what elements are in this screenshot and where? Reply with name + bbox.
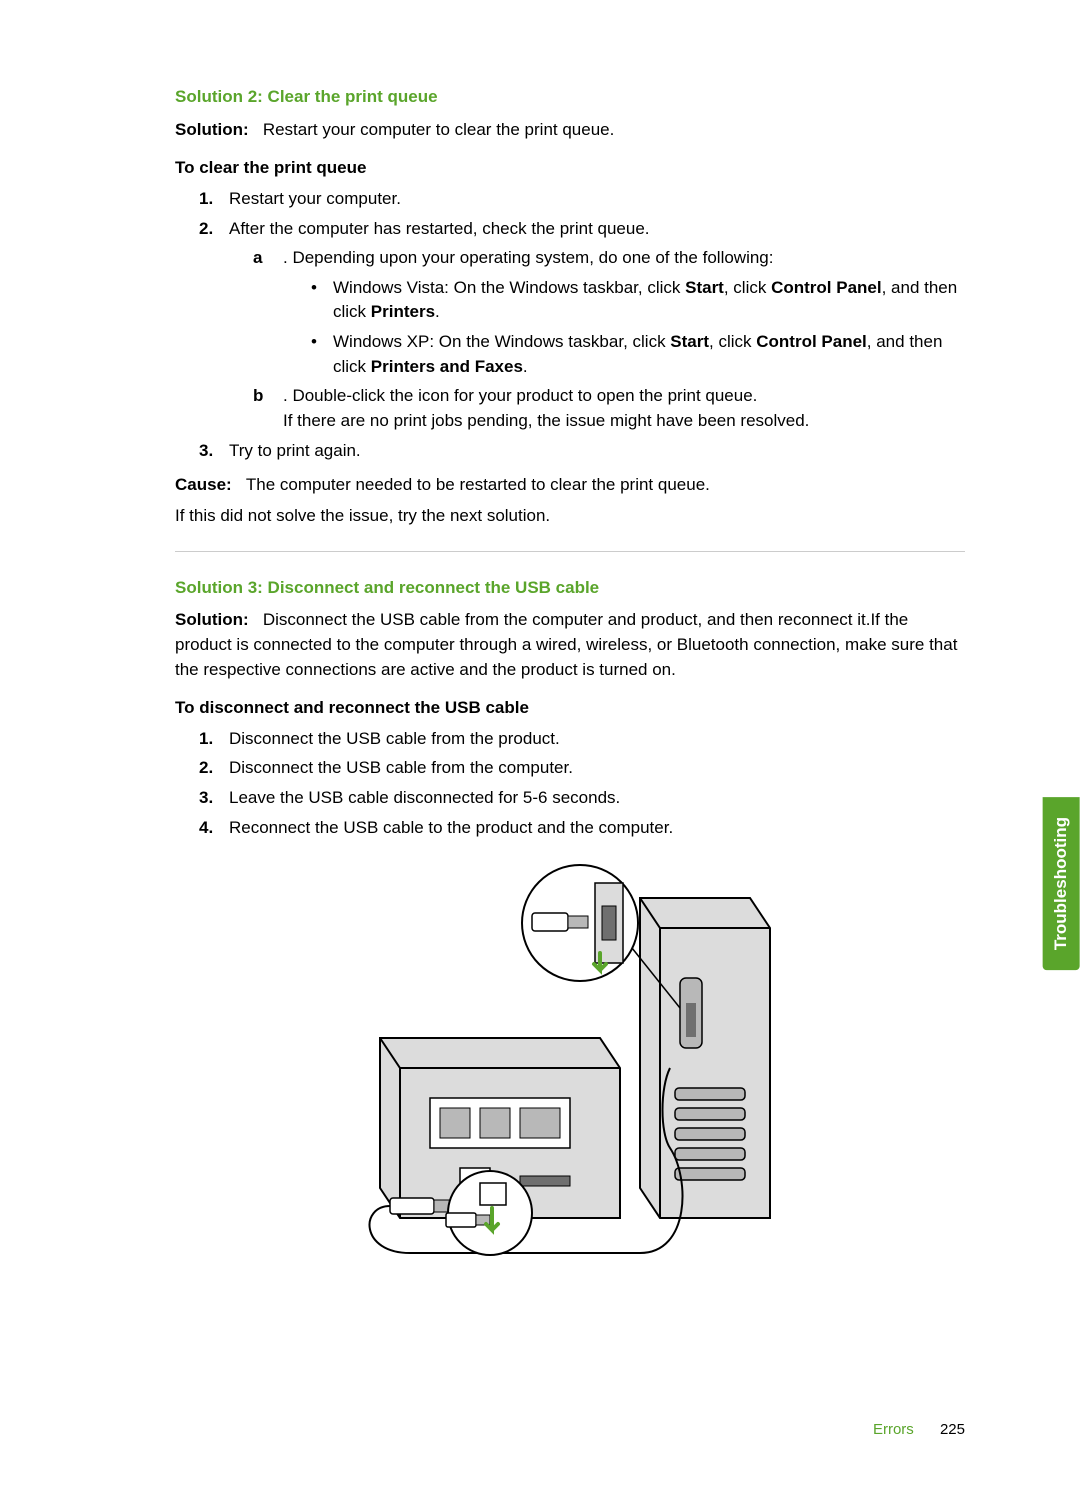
cause-line: Cause: The computer needed to be restart…: [175, 473, 965, 498]
solution3-steps: 1. Disconnect the USB cable from the prod…: [199, 727, 965, 841]
step: 3. Try to print again.: [199, 439, 965, 464]
cause-text: The computer needed to be restarted to c…: [246, 475, 710, 494]
step-marker: 2.: [199, 217, 213, 242]
step-marker: 4.: [199, 816, 213, 841]
solution3-solution-text: Disconnect the USB cable from the comput…: [175, 610, 957, 678]
usb-illustration-wrap: [175, 858, 965, 1258]
bullet-text: .: [435, 302, 440, 321]
procedure-heading: To disconnect and reconnect the USB cabl…: [175, 696, 965, 721]
substep-marker: b: [253, 384, 263, 409]
step-text: Disconnect the USB cable from the comput…: [229, 758, 573, 777]
step-marker: 1.: [199, 187, 213, 212]
usb-illustration: [350, 858, 790, 1258]
substep: a . Depending upon your operating system…: [253, 246, 965, 379]
side-tab: Troubleshooting: [1043, 797, 1080, 970]
step-marker: 3.: [199, 439, 213, 464]
bold: Start: [685, 278, 724, 297]
page-content: Solution 2: Clear the print queue Soluti…: [0, 0, 1080, 1318]
substep-text: . Double-click the icon for your product…: [283, 386, 757, 405]
not-resolved-text: If this did not solve the issue, try the…: [175, 504, 965, 529]
solution2-heading: Solution 2: Clear the print queue: [175, 85, 965, 110]
side-tab-wrap: Troubleshooting: [1043, 670, 1080, 970]
solution3-heading: Solution 3: Disconnect and reconnect the…: [175, 576, 965, 601]
footer-page-number: 225: [940, 1421, 965, 1438]
step: 2. Disconnect the USB cable from the comp…: [199, 756, 965, 781]
solution-label: Solution:: [175, 120, 249, 139]
bullet-text: .: [523, 357, 528, 376]
substep-text: If there are no print jobs pending, the …: [283, 411, 809, 430]
solution2-solution-line: Solution: Restart your computer to clear…: [175, 118, 965, 143]
bold: Printers and Faxes: [371, 357, 523, 376]
solution2-steps: 1. Restart your computer. 2. After the c…: [199, 187, 965, 463]
solution2-solution-text: Restart your computer to clear the print…: [263, 120, 615, 139]
bullet-text: , click: [724, 278, 771, 297]
solution3-solution-line: Solution: Disconnect the USB cable from …: [175, 608, 965, 682]
substeps: a . Depending upon your operating system…: [253, 246, 965, 433]
step-marker: 3.: [199, 786, 213, 811]
step-text: Leave the USB cable disconnected for 5-6…: [229, 788, 620, 807]
solution-label: Solution:: [175, 610, 249, 629]
footer-section: Errors: [873, 1421, 914, 1438]
step-marker: 2.: [199, 756, 213, 781]
step-text: After the computer has restarted, check …: [229, 219, 650, 238]
bullet: Windows Vista: On the Windows taskbar, c…: [307, 276, 965, 325]
page-footer: Errors 225: [873, 1419, 965, 1441]
step: 2. After the computer has restarted, che…: [199, 217, 965, 434]
bold: Start: [670, 332, 709, 351]
bullet-text: Windows Vista: On the Windows taskbar, c…: [333, 278, 685, 297]
bullet: Windows XP: On the Windows taskbar, clic…: [307, 330, 965, 379]
substep: b . Double-click the icon for your produ…: [253, 384, 965, 433]
step-text: Restart your computer.: [229, 189, 401, 208]
step-text: Disconnect the USB cable from the produc…: [229, 729, 560, 748]
step: 3. Leave the USB cable disconnected for 5…: [199, 786, 965, 811]
step-text: Try to print again.: [229, 441, 361, 460]
bold: Control Panel: [756, 332, 867, 351]
substep-text: . Depending upon your operating system, …: [283, 248, 774, 267]
step-marker: 1.: [199, 727, 213, 752]
step-text: Reconnect the USB cable to the product a…: [229, 818, 673, 837]
step: 4. Reconnect the USB cable to the product…: [199, 816, 965, 841]
step: 1. Restart your computer.: [199, 187, 965, 212]
zoom-printer-usb-icon: [446, 1171, 532, 1255]
cause-label: Cause:: [175, 475, 232, 494]
computer-tower-icon: [640, 898, 770, 1218]
section-divider: [175, 551, 965, 552]
step: 1. Disconnect the USB cable from the prod…: [199, 727, 965, 752]
bullet-text: , click: [709, 332, 756, 351]
bold: Control Panel: [771, 278, 882, 297]
procedure-heading: To clear the print queue: [175, 156, 965, 181]
bold: Printers: [371, 302, 435, 321]
bullets: Windows Vista: On the Windows taskbar, c…: [307, 276, 965, 380]
substep-marker: a: [253, 246, 262, 271]
bullet-text: Windows XP: On the Windows taskbar, clic…: [333, 332, 670, 351]
